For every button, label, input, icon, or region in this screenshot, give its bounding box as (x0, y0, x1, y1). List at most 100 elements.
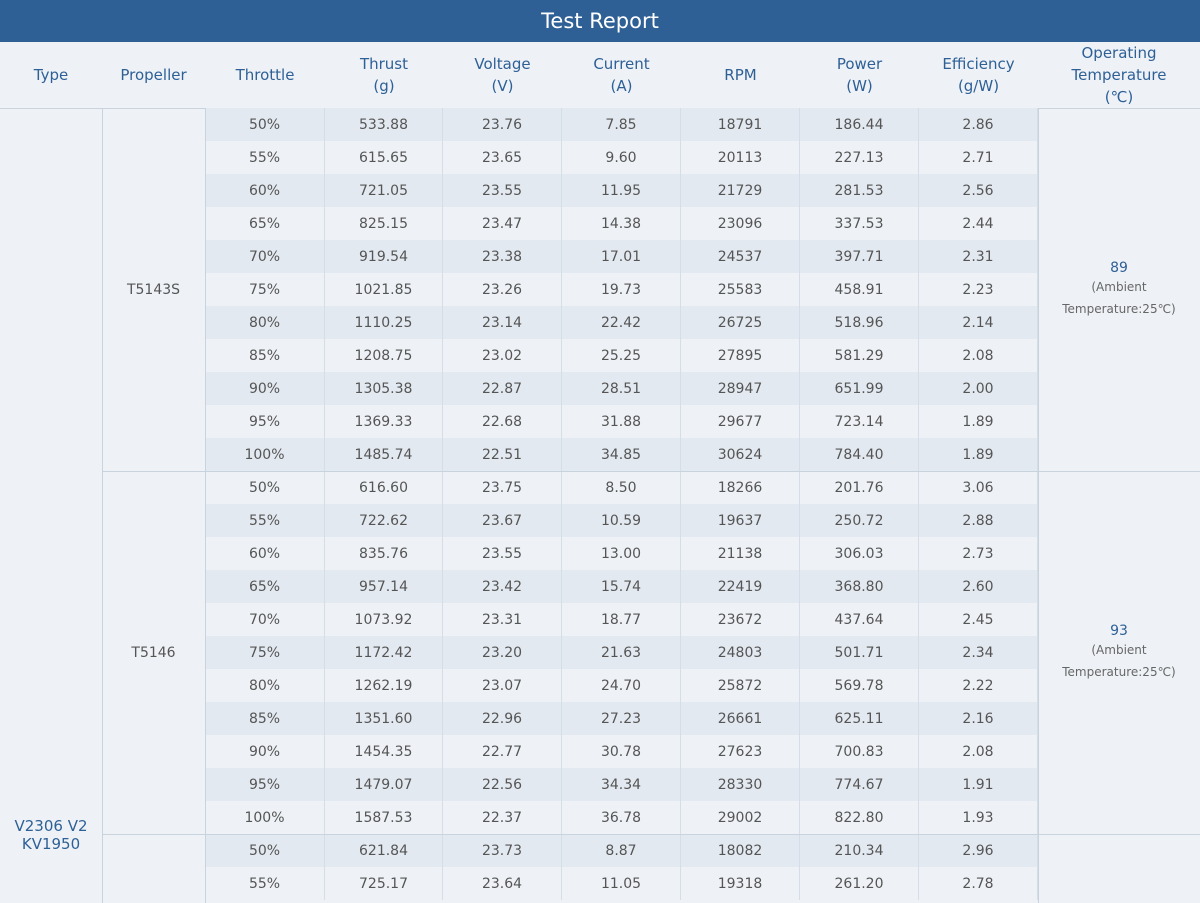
data-cell: 21729 (681, 174, 800, 207)
cell-text: 22.77 (481, 743, 523, 760)
cell-text: 1351.60 (354, 710, 413, 727)
cell-text: 227.13 (834, 149, 884, 166)
cell-text: 725.17 (359, 875, 408, 892)
data-cell: 2.78 (919, 867, 1038, 900)
cell-text: 11.95 (600, 182, 642, 199)
header-text: Operating (1081, 44, 1157, 62)
propeller: T5146 (131, 644, 176, 661)
cell-text: 18082 (717, 842, 763, 859)
cell-text: 23.64 (481, 875, 523, 892)
cell-text: 23.55 (481, 182, 523, 199)
cell-text: 210.34 (834, 842, 884, 859)
data-cell: 100% (205, 438, 325, 471)
cell-text: 50% (248, 842, 281, 859)
data-cell: 1587.53 (325, 801, 443, 834)
data-cell: 23.64 (443, 867, 562, 900)
header-cell: Operating Temperature (℃) (1038, 42, 1200, 108)
cell-text: 13.00 (600, 545, 642, 562)
cell-text: 1.89 (962, 413, 994, 430)
data-cell: 2.71 (919, 141, 1038, 174)
temperature-note: (Ambient (1091, 279, 1147, 294)
data-cell: 85% (205, 702, 325, 735)
data-cell: 518.96 (800, 306, 919, 339)
cell-text: 21138 (717, 545, 763, 562)
temperature-note: Temperature:25℃) (1062, 301, 1176, 316)
data-cell: 1369.33 (325, 405, 443, 438)
data-cell: 2.31 (919, 240, 1038, 273)
data-cell: 23.02 (443, 339, 562, 372)
data-cell: 621.84 (325, 834, 443, 867)
data-cell: 25583 (681, 273, 800, 306)
cell-text: 2.96 (962, 842, 994, 859)
cell-text: 825.15 (359, 215, 408, 232)
data-cell: 55% (205, 867, 325, 900)
data-cell: 23.67 (443, 504, 562, 537)
cell-text: 23.02 (481, 347, 523, 364)
cell-text: 1369.33 (354, 413, 413, 430)
cell-text: 55% (248, 149, 281, 166)
data-cell: 75% (205, 636, 325, 669)
cell-text: 75% (248, 644, 281, 661)
data-cell: 23.42 (443, 570, 562, 603)
data-cell: 23.76 (443, 108, 562, 141)
cell-text: 2.88 (962, 512, 994, 529)
data-cell: 501.71 (800, 636, 919, 669)
data-cell: 36.78 (562, 801, 681, 834)
cell-text: 34.34 (600, 776, 642, 793)
data-cell: 2.22 (919, 669, 1038, 702)
cell-text: 437.64 (834, 611, 884, 628)
cell-text: 85% (248, 710, 281, 727)
data-cell: 22.77 (443, 735, 562, 768)
data-cell: 1454.35 (325, 735, 443, 768)
data-cell: 1.93 (919, 801, 1038, 834)
data-cell: 95% (205, 405, 325, 438)
data-cell: 28947 (681, 372, 800, 405)
data-cell: 24537 (681, 240, 800, 273)
data-cell: 70% (205, 240, 325, 273)
cell-text: 2.86 (962, 116, 994, 133)
cell-text: 7.85 (605, 116, 637, 133)
data-cell: 28330 (681, 768, 800, 801)
data-cell: 723.14 (800, 405, 919, 438)
data-cell: 29002 (681, 801, 800, 834)
cell-text: 23.73 (481, 842, 523, 859)
data-cell: 227.13 (800, 141, 919, 174)
cell-text: 100% (244, 446, 285, 463)
cell-text: 70% (248, 248, 281, 265)
cell-text: 616.60 (359, 479, 408, 496)
cell-text: 23.07 (481, 677, 523, 694)
data-cell: 85% (205, 339, 325, 372)
data-cell: 55% (205, 504, 325, 537)
data-cell: 2.08 (919, 735, 1038, 768)
cell-text: 1073.92 (354, 611, 413, 628)
data-cell: 2.08 (919, 339, 1038, 372)
cell-text: 21.63 (600, 644, 642, 661)
data-cell: 721.05 (325, 174, 443, 207)
cell-text: 784.40 (834, 446, 884, 463)
data-cell: 90% (205, 735, 325, 768)
data-cell: 2.88 (919, 504, 1038, 537)
cell-text: 15.74 (600, 578, 642, 595)
cell-text: 722.62 (359, 512, 408, 529)
cell-text: 34.85 (600, 446, 642, 463)
cell-text: 250.72 (834, 512, 884, 529)
cell-text: 22.42 (600, 314, 642, 331)
data-cell: 281.53 (800, 174, 919, 207)
data-cell: 1110.25 (325, 306, 443, 339)
header-text: (A) (610, 77, 633, 95)
data-cell: 1021.85 (325, 273, 443, 306)
data-cell: 19.73 (562, 273, 681, 306)
data-cell: 7.85 (562, 108, 681, 141)
cell-text: 625.11 (834, 710, 884, 727)
cell-text: 306.03 (834, 545, 884, 562)
cell-text: 20113 (717, 149, 763, 166)
cell-text: 14.38 (600, 215, 642, 232)
cell-text: 100% (244, 809, 285, 826)
data-cell: 2.96 (919, 834, 1038, 867)
header-text: Throttle (235, 66, 295, 84)
cell-text: 24537 (717, 248, 763, 265)
header-cell: Type (0, 42, 102, 108)
data-cell: 9.60 (562, 141, 681, 174)
cell-text: 22.51 (481, 446, 523, 463)
